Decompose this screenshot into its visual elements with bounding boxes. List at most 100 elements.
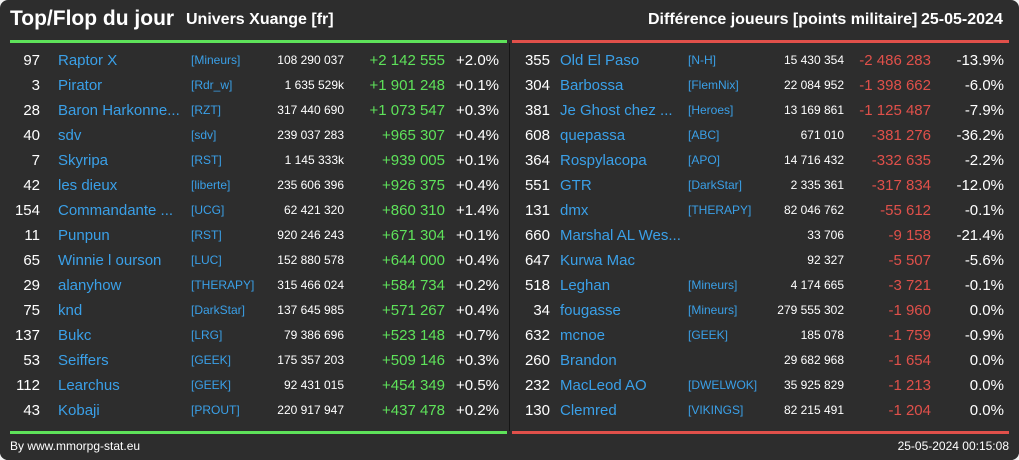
top-player-row: 97 Raptor X [Mineurs] 108 290 037 +2 142 555… xyxy=(0,48,509,73)
player-name-link[interactable]: Learchus xyxy=(58,377,120,394)
player-name-link[interactable]: Old El Paso xyxy=(560,52,640,69)
alliance-tag-link[interactable]: [THERAPY] xyxy=(191,278,255,292)
alliance-tag-link[interactable]: [Rdr_w] xyxy=(191,78,233,92)
alliance-tag-link[interactable]: [PROUT] xyxy=(191,403,240,417)
alliance-tag-link[interactable]: [GEEK] xyxy=(191,353,232,367)
player-name-link[interactable]: Brandon xyxy=(560,352,617,369)
points-difference: +584 734 xyxy=(382,277,445,294)
player-rank: 137 xyxy=(14,327,40,344)
flop-player-row: 647 Kurwa Mac 92 327 -5 507 -5.6% xyxy=(510,248,1019,273)
alliance-tag-link[interactable]: [DarkStar] xyxy=(191,303,246,317)
flop-player-row: 34 fougasse [Mineurs] 279 555 302 -1 960 0.0% xyxy=(510,298,1019,323)
percent-change: +1.4% xyxy=(456,202,499,219)
player-points: 175 357 203 xyxy=(277,353,344,367)
player-name-link[interactable]: Barbossa xyxy=(560,77,624,94)
percent-change: +0.3% xyxy=(456,352,499,369)
flop-player-row: 632 mcnoe [GEEK] 185 078 -1 759 -0.9% xyxy=(510,323,1019,348)
player-points: 317 440 690 xyxy=(277,103,344,117)
top-separator-gain xyxy=(10,40,507,43)
player-name-link[interactable]: GTR xyxy=(560,177,592,194)
flop-player-row: 355 Old El Paso [N-H] 15 430 354 -2 486 283 -… xyxy=(510,48,1019,73)
player-name-link[interactable]: Winnie l ourson xyxy=(58,252,162,269)
player-name-link[interactable]: dmx xyxy=(560,202,589,219)
alliance-tag-link[interactable]: [RZT] xyxy=(191,103,221,117)
player-rank: 7 xyxy=(31,152,40,169)
points-difference: +437 478 xyxy=(382,402,445,419)
metric-label: Différence joueurs [points militaire] xyxy=(648,11,918,28)
player-name-link[interactable]: Raptor X xyxy=(58,52,118,69)
points-difference: +571 267 xyxy=(382,302,445,319)
alliance-tag-link[interactable]: [Heroes] xyxy=(688,103,734,117)
player-name-link[interactable]: les dieux xyxy=(58,177,118,194)
credit-text: By www.mmorpg-stat.eu xyxy=(10,439,141,453)
alliance-tag-link[interactable]: [liberte] xyxy=(191,178,231,192)
player-rank: 130 xyxy=(524,402,550,419)
alliance-tag-link[interactable]: [DarkStar] xyxy=(688,178,743,192)
player-rank: 43 xyxy=(23,402,40,419)
player-name-link[interactable]: Baron Harkonne... xyxy=(58,102,180,119)
player-name-link[interactable]: knd xyxy=(58,302,83,319)
alliance-tag-link[interactable]: [N-H] xyxy=(688,53,716,67)
player-points: 1 145 333k xyxy=(284,153,344,167)
top-player-row: 53 Seiffers [GEEK] 175 357 203 +509 146 +0.3% xyxy=(0,348,509,373)
player-name-link[interactable]: Leghan xyxy=(560,277,611,294)
player-name-link[interactable]: Je Ghost chez ... xyxy=(560,102,673,119)
alliance-tag-link[interactable]: [LUC] xyxy=(191,253,222,267)
points-difference: +454 349 xyxy=(382,377,445,394)
player-points: 152 880 578 xyxy=(277,253,344,267)
player-name-link[interactable]: Rospylacopa xyxy=(560,152,647,169)
alliance-tag-link[interactable]: [UCG] xyxy=(191,203,225,217)
percent-change: +0.3% xyxy=(456,102,499,119)
alliance-tag-link[interactable]: [sdv] xyxy=(191,128,217,142)
player-name-link[interactable]: quepassa xyxy=(560,127,626,144)
alliance-tag-link[interactable]: [DWELWOK] xyxy=(688,378,758,392)
percent-change: -6.0% xyxy=(964,77,1004,94)
points-difference: +965 307 xyxy=(382,127,445,144)
player-name-link[interactable]: MacLeod AO xyxy=(560,377,647,394)
player-name-link[interactable]: mcnoe xyxy=(560,327,606,344)
player-rank: 364 xyxy=(524,152,550,169)
player-points: 920 246 243 xyxy=(277,228,344,242)
player-points: 2 335 361 xyxy=(790,178,844,192)
player-name-link[interactable]: fougasse xyxy=(560,302,621,319)
player-name-link[interactable]: Skyripa xyxy=(58,152,109,169)
alliance-tag-link[interactable]: [APO] xyxy=(688,153,721,167)
player-rank: 65 xyxy=(23,252,40,269)
alliance-tag-link[interactable]: [RST] xyxy=(191,153,222,167)
player-name-link[interactable]: Bukc xyxy=(58,327,92,344)
player-name-link[interactable]: Pirator xyxy=(58,77,103,94)
player-name-link[interactable]: Seiffers xyxy=(58,352,109,369)
player-rank: 34 xyxy=(533,302,550,319)
flop-players-list: 355 Old El Paso [N-H] 15 430 354 -2 486 283 -… xyxy=(510,48,1019,423)
alliance-tag-link[interactable]: [Mineurs] xyxy=(191,53,241,67)
player-name-link[interactable]: Clemred xyxy=(560,402,617,419)
player-name-link[interactable]: Marshal AL Wes... xyxy=(560,227,681,244)
alliance-tag-link[interactable]: [ABC] xyxy=(688,128,720,142)
player-name-link[interactable]: Punpun xyxy=(58,227,110,244)
alliance-tag-link[interactable]: [FlemNix] xyxy=(688,78,739,92)
player-name-link[interactable]: Commandante ... xyxy=(58,202,174,219)
flop-player-row: 130 Clemred [VIKINGS] 82 215 491 -1 204 0.0% xyxy=(510,398,1019,423)
player-name-link[interactable]: alanyhow xyxy=(58,277,122,294)
top-players-list: 97 Raptor X [Mineurs] 108 290 037 +2 142 555… xyxy=(0,48,509,423)
points-difference: +1 901 248 xyxy=(369,77,446,94)
player-points: 108 290 037 xyxy=(277,53,344,67)
alliance-tag-link[interactable]: [LRG] xyxy=(191,328,223,342)
player-points: 29 682 968 xyxy=(783,353,844,367)
flop-player-row: 518 Leghan [Mineurs] 4 174 665 -3 721 -0.1% xyxy=(510,273,1019,298)
alliance-tag-link[interactable]: [Mineurs] xyxy=(688,278,738,292)
player-rank: 97 xyxy=(23,52,40,69)
alliance-tag-link[interactable]: [GEEK] xyxy=(191,378,232,392)
player-rank: 355 xyxy=(524,52,550,69)
percent-change: +2.0% xyxy=(456,52,499,69)
alliance-tag-link[interactable]: [VIKINGS] xyxy=(688,403,744,417)
player-name-link[interactable]: sdv xyxy=(58,127,82,144)
alliance-tag-link[interactable]: [RST] xyxy=(191,228,222,242)
player-name-link[interactable]: Kobaji xyxy=(58,402,100,419)
player-name-link[interactable]: Kurwa Mac xyxy=(560,252,636,269)
player-points: 14 716 432 xyxy=(783,153,844,167)
alliance-tag-link[interactable]: [Mineurs] xyxy=(688,303,738,317)
alliance-tag-link[interactable]: [THERAPY] xyxy=(688,203,752,217)
alliance-tag-link[interactable]: [GEEK] xyxy=(688,328,729,342)
bottom-separator-loss xyxy=(512,431,1009,434)
